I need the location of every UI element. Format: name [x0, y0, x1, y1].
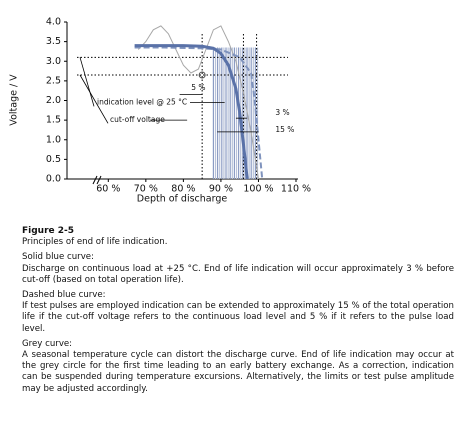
- y-tick-label: 1.0: [46, 134, 61, 145]
- section-text: If test pulses are employed indication c…: [22, 301, 454, 334]
- curve: [137, 25, 259, 180]
- x-tick-label: 70 %: [134, 184, 158, 195]
- annotation: cut-off voltage: [110, 115, 165, 124]
- figure-title: Principles of end of life indication.: [22, 237, 168, 248]
- section-heading: Dashed blue curve:: [22, 290, 106, 301]
- y-tick-label: 2.5: [46, 75, 61, 86]
- annotation: 3 %: [275, 108, 289, 117]
- x-tick-label: 90 %: [209, 184, 233, 195]
- y-tick-label: 0.0: [46, 174, 61, 185]
- curve: [134, 46, 264, 180]
- x-tick-label: 60 %: [96, 184, 120, 195]
- arrow: [79, 74, 109, 124]
- y-tick-label: 1.5: [46, 115, 61, 126]
- x-axis-label: Depth of discharge: [137, 194, 228, 205]
- section-text: Discharge on continuous load at +25 °C. …: [22, 263, 454, 285]
- section-heading: Solid blue curve:: [22, 252, 94, 263]
- annotation: indication level @ 25 °C: [97, 97, 187, 106]
- grey-circle: [198, 71, 206, 79]
- curve: [134, 44, 249, 180]
- x-tick-label: 80 %: [171, 184, 195, 195]
- y-tick-label: 3.5: [46, 36, 61, 47]
- x-tick-label: 110 %: [281, 184, 311, 195]
- x-tick-label: 100 %: [243, 184, 273, 195]
- annotation: 15 %: [275, 125, 294, 134]
- annotation: 5 %: [191, 83, 205, 92]
- arrow: [79, 57, 95, 107]
- y-tick-label: 0.5: [46, 154, 61, 165]
- y-axis-label: Voltage / V: [9, 74, 20, 126]
- y-tick-label: 4.0: [46, 17, 61, 28]
- axis-break: [92, 175, 102, 185]
- y-tick-label: 3.0: [46, 56, 61, 67]
- y-tick-label: 2.0: [46, 95, 61, 106]
- section-text: A seasonal temperature cycle can distort…: [22, 350, 454, 394]
- section-heading: Grey curve:: [22, 338, 73, 349]
- chart: Voltage / V Depth of discharge 0.0 0.5 1.0…: [9, 17, 312, 205]
- caption: Figure 2-5 Principles of end of life ind…: [22, 226, 454, 395]
- figure-number: Figure 2-5: [22, 226, 75, 236]
